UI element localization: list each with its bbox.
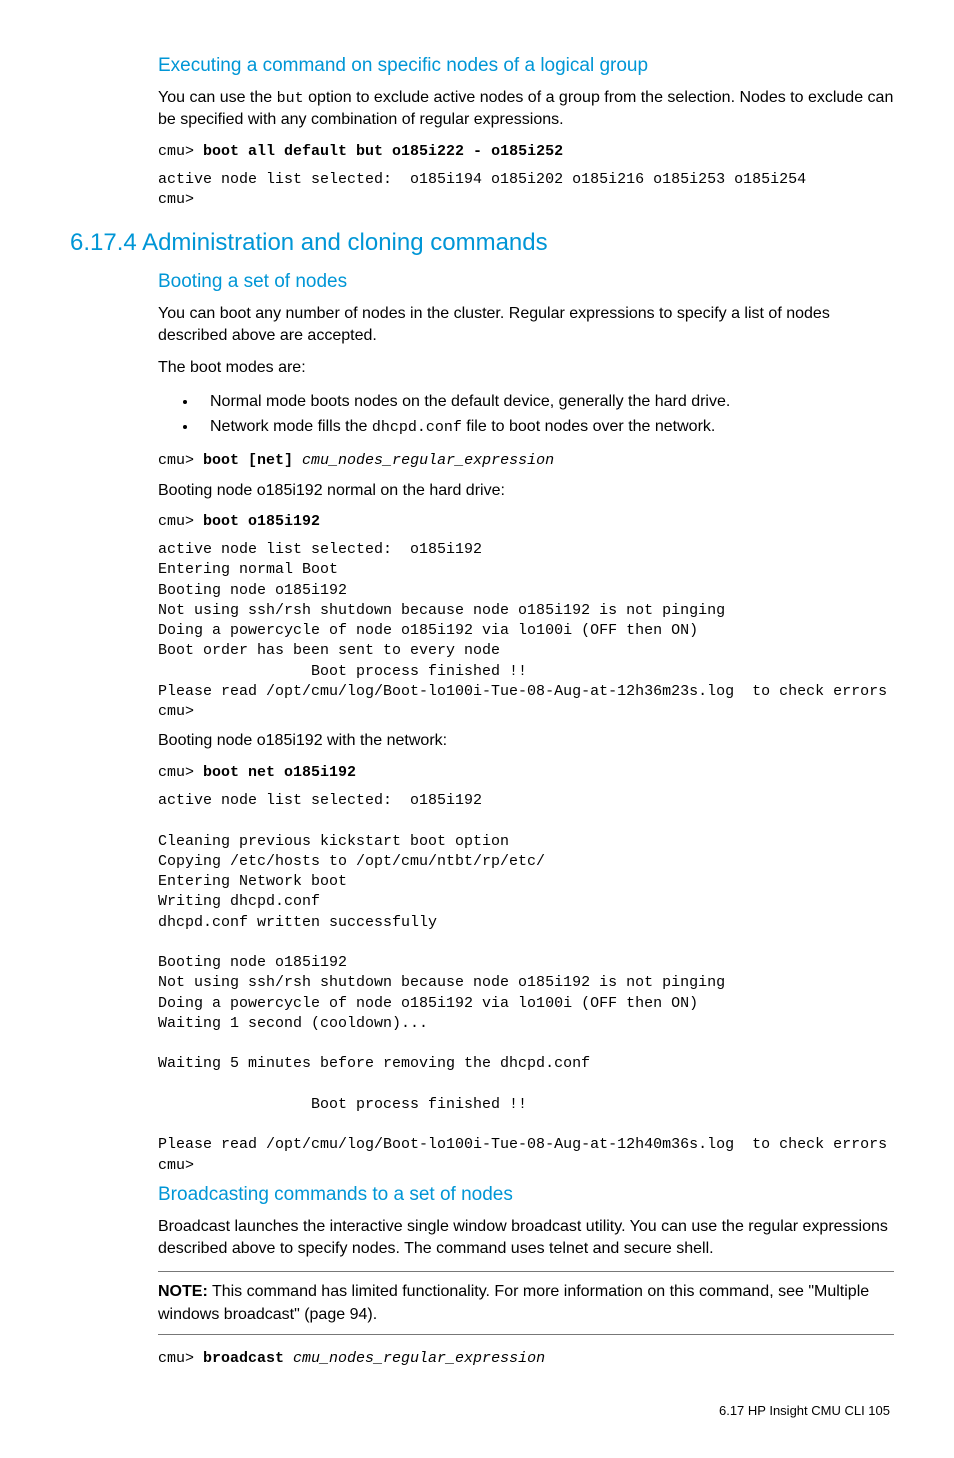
heading-broadcasting: Broadcasting commands to a set of nodes <box>70 1184 894 1206</box>
command-line: cmu> boot all default but o185i222 - o18… <box>70 142 894 162</box>
command-usage: cmu> boot [net] cmu_nodes_regular_expres… <box>70 451 894 471</box>
command-input: broadcast <box>203 1350 293 1367</box>
para-but-option: You can use the but option to exclude ac… <box>70 87 894 132</box>
prompt: cmu> <box>158 764 203 781</box>
command-input: boot o185i192 <box>203 513 320 530</box>
prompt: cmu> <box>158 452 203 469</box>
command-input: boot net o185i192 <box>203 764 356 781</box>
note-label: NOTE: <box>158 1283 208 1300</box>
note-box: NOTE: This command has limited functiona… <box>158 1271 894 1335</box>
boot-modes-list: Normal mode boots nodes on the default d… <box>70 390 894 440</box>
heading-admin-cloning: 6.17.4 Administration and cloning comman… <box>70 229 894 257</box>
command-arg: cmu_nodes_regular_expression <box>293 1350 545 1367</box>
prompt: cmu> <box>158 143 203 160</box>
command-output: active node list selected: o185i192 Ente… <box>70 540 894 722</box>
para-boot-network: Booting node o185i192 with the network: <box>70 730 894 752</box>
heading-booting-nodes: Booting a set of nodes <box>70 271 894 293</box>
note-text: This command has limited functionality. … <box>208 1283 809 1300</box>
document-page: Executing a command on specific nodes of… <box>0 0 954 1458</box>
note-text: . <box>373 1306 377 1323</box>
prompt: cmu> <box>158 513 203 530</box>
text-fragment: You can use the <box>158 89 277 106</box>
command-line: cmu> boot net o185i192 <box>70 763 894 783</box>
inline-code-dhcpd: dhcpd.conf <box>372 419 462 436</box>
para-boot-normal: Booting node o185i192 normal on the hard… <box>70 480 894 502</box>
command-line: cmu> boot o185i192 <box>70 512 894 532</box>
page-footer: 6.17 HP Insight CMU CLI 105 <box>70 1403 894 1418</box>
command-usage: cmu> broadcast cmu_nodes_regular_express… <box>70 1349 894 1369</box>
command-output: active node list selected: o185i192 Clea… <box>70 791 894 1176</box>
list-item: Network mode fills the dhcpd.conf file t… <box>198 415 894 440</box>
inline-code-but: but <box>277 90 304 107</box>
command-input: boot all default but o185i222 - o185i252 <box>203 143 563 160</box>
text-fragment: file to boot nodes over the network. <box>462 418 715 435</box>
text-fragment: Network mode fills the <box>210 418 372 435</box>
para-broadcast: Broadcast launches the interactive singl… <box>70 1216 894 1261</box>
prompt: cmu> <box>158 1350 203 1367</box>
command-arg: cmu_nodes_regular_expression <box>302 452 554 469</box>
heading-exec-specific-nodes: Executing a command on specific nodes of… <box>70 55 894 77</box>
command-input: boot [net] <box>203 452 302 469</box>
list-item: Normal mode boots nodes on the default d… <box>198 390 894 415</box>
para-boot-modes: The boot modes are: <box>70 357 894 379</box>
para-boot-any: You can boot any number of nodes in the … <box>70 303 894 348</box>
command-output: active node list selected: o185i194 o185… <box>70 170 894 211</box>
